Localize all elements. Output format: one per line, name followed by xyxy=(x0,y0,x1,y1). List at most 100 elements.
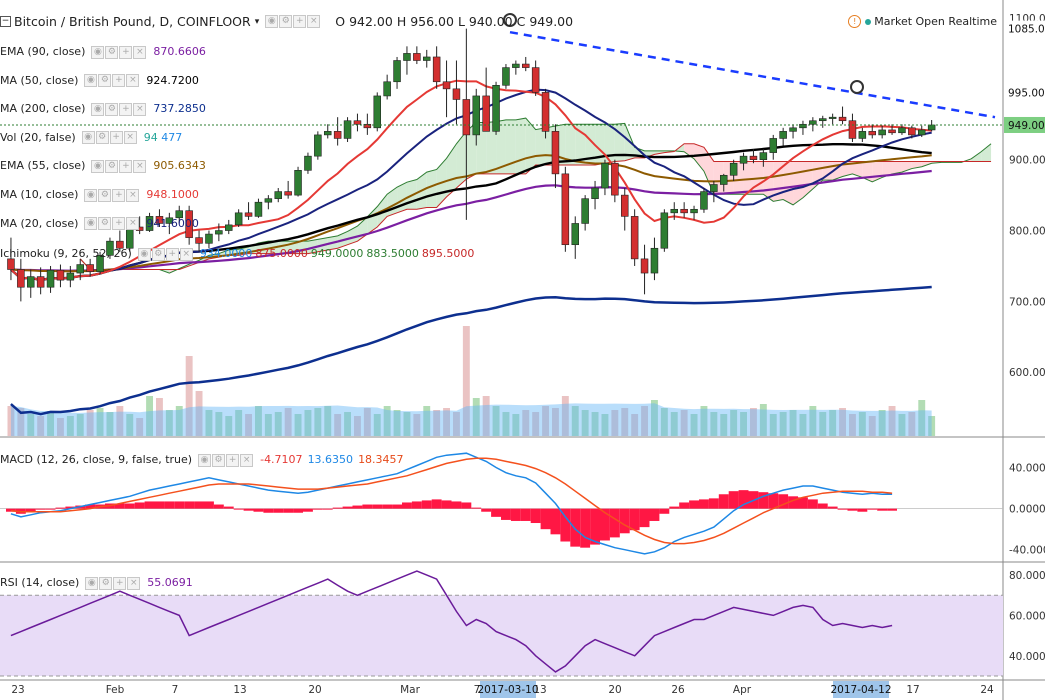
candle-down xyxy=(56,269,65,281)
volume-bar xyxy=(631,414,639,436)
candle-down xyxy=(155,216,164,224)
candle-up xyxy=(165,217,174,224)
legend-value: 941.6000 xyxy=(146,216,199,230)
volume-bar xyxy=(898,414,906,436)
macd-histogram-bar xyxy=(45,508,56,510)
macd-histogram-bar xyxy=(194,501,204,509)
candle-up xyxy=(373,95,381,129)
candle-down xyxy=(908,127,916,136)
price-tick-label: 700.00 xyxy=(1009,296,1045,308)
price-tick-label: 900.00 xyxy=(1009,155,1045,167)
candle-down xyxy=(561,173,570,246)
candle-down xyxy=(848,120,857,139)
volume-bar xyxy=(433,410,441,436)
macd-histogram-bar xyxy=(431,499,442,509)
volume-bar xyxy=(690,414,698,436)
ichimoku-cloud xyxy=(892,161,902,175)
legend-row-macd[interactable]: MACD (12, 26, close, 9, false, true) ◉ ⚙ + ×… xyxy=(0,451,409,469)
legend-controls[interactable]: ◉ ⚙ + × xyxy=(91,159,147,173)
candle-down xyxy=(462,99,471,136)
macd-histogram-bar xyxy=(699,499,709,509)
macd-histogram-bar xyxy=(510,508,521,521)
legend-controls[interactable]: ◉ ⚙ + × xyxy=(85,576,141,590)
macd-histogram-bar xyxy=(134,502,145,509)
candle-up xyxy=(789,127,797,132)
legend-controls[interactable]: ◉ ⚙ + × xyxy=(84,188,140,202)
volume-bar xyxy=(264,414,272,436)
macd-histogram-bar xyxy=(708,498,719,509)
header-controls[interactable]: ◉ ⚙ + × xyxy=(265,15,321,28)
volume-bar xyxy=(512,414,520,436)
candle-up xyxy=(294,170,302,196)
legend-row[interactable]: MA (10, close) ◉ ⚙ + × 948.1000 xyxy=(0,186,199,204)
time-tick-label: 20 xyxy=(608,684,621,696)
legend-value: 737.2850 xyxy=(153,102,206,116)
market-status: ! Market Open Realtime xyxy=(848,15,997,28)
volume-bar xyxy=(106,412,114,436)
legend-row-rsi[interactable]: RSI (14, close) ◉ ⚙ + × 55.0691 xyxy=(0,574,193,592)
time-tick-label: 24 xyxy=(980,684,994,696)
market-open-label: Market Open xyxy=(874,15,945,28)
legend-controls[interactable]: ◉ ⚙ + × xyxy=(81,131,138,145)
macd-histogram-bar xyxy=(243,508,254,511)
volume-bar xyxy=(769,414,777,436)
macd-tick-label: 40.0000 xyxy=(1009,463,1045,475)
volume-bar xyxy=(284,408,292,436)
symbol-title[interactable]: Bitcoin / British Pound, D, COINFLOOR xyxy=(14,14,251,29)
macd-histogram-bar xyxy=(144,501,155,509)
date-highlight-bg xyxy=(833,681,889,698)
volume-bar xyxy=(868,416,876,436)
time-tick-label: 13 xyxy=(233,684,246,696)
ichimoku-cloud xyxy=(901,161,912,173)
volume-bar xyxy=(839,408,846,436)
volume-bar xyxy=(759,404,767,436)
legend-row[interactable]: EMA (90, close) ◉ ⚙ + × 870.6606 xyxy=(0,43,206,61)
realtime-label: Realtime xyxy=(948,15,997,28)
macd-histogram-bar xyxy=(580,508,591,548)
ichimoku-cloud xyxy=(525,118,536,174)
volume-bar xyxy=(413,414,421,436)
warning-icon[interactable]: ! xyxy=(848,15,862,28)
volume-bar xyxy=(601,414,609,436)
ichimoku-cloud xyxy=(743,161,754,195)
candle-down xyxy=(363,123,372,129)
legend-row[interactable]: MA (20, close) ◉ ⚙ + × 941.6000 xyxy=(0,215,199,233)
legend-row[interactable]: Vol (20, false) ◉ ⚙ + × 94 477 xyxy=(0,129,182,147)
legend-label: EMA (55, close) xyxy=(0,159,86,173)
volume-bar xyxy=(344,412,351,436)
legend-value: 883.5000 xyxy=(366,247,419,260)
collapse-icon[interactable]: − xyxy=(0,16,11,27)
ichimoku-cloud xyxy=(614,123,625,162)
volume-bar xyxy=(373,414,381,436)
legend-controls[interactable]: ◉ ⚙ + × xyxy=(84,74,140,88)
candle-up xyxy=(76,264,85,274)
candle-up xyxy=(898,127,906,134)
volume-bar xyxy=(611,410,619,436)
macd-histogram-bar xyxy=(669,506,680,509)
legend-controls[interactable]: ◉ ⚙ + × xyxy=(84,217,140,231)
chevron-down-icon[interactable]: ▾ xyxy=(254,16,260,27)
macd-histogram-bar xyxy=(253,508,264,512)
candle-up xyxy=(96,255,104,272)
candle-down xyxy=(195,237,203,244)
time-tick-label: 26 xyxy=(671,684,685,696)
legend-row[interactable]: EMA (55, close) ◉ ⚙ + × 905.6343 xyxy=(0,157,206,175)
candle-down xyxy=(620,194,629,217)
legend-row[interactable]: MA (50, close) ◉ ⚙ + × 924.7200 xyxy=(0,72,199,90)
candle-down xyxy=(521,63,530,68)
volume-bar xyxy=(165,410,173,436)
legend-controls[interactable]: ◉ ⚙ + × xyxy=(137,247,194,261)
macd-histogram-bar xyxy=(411,501,422,509)
time-tick-label: 17 xyxy=(906,684,919,696)
legend-row[interactable]: MA (200, close) ◉ ⚙ + × 737.2850 xyxy=(0,100,206,118)
ichimoku-cloud xyxy=(496,119,506,174)
macd-histogram-bar xyxy=(312,508,323,510)
legend-row-ichimoku[interactable]: Ichimoku (9, 26, 52, 26) ◉ ⚙ + × 934.0000 875.… xyxy=(0,245,477,263)
last-price-tag: 949.00 xyxy=(1008,120,1045,132)
ema55-line xyxy=(10,154,932,273)
volume-bar xyxy=(175,406,183,436)
legend-controls[interactable]: ◉ ⚙ + × xyxy=(198,453,254,467)
legend-controls[interactable]: ◉ ⚙ + × xyxy=(91,45,147,59)
legend-controls[interactable]: ◉ ⚙ + × xyxy=(91,102,147,116)
